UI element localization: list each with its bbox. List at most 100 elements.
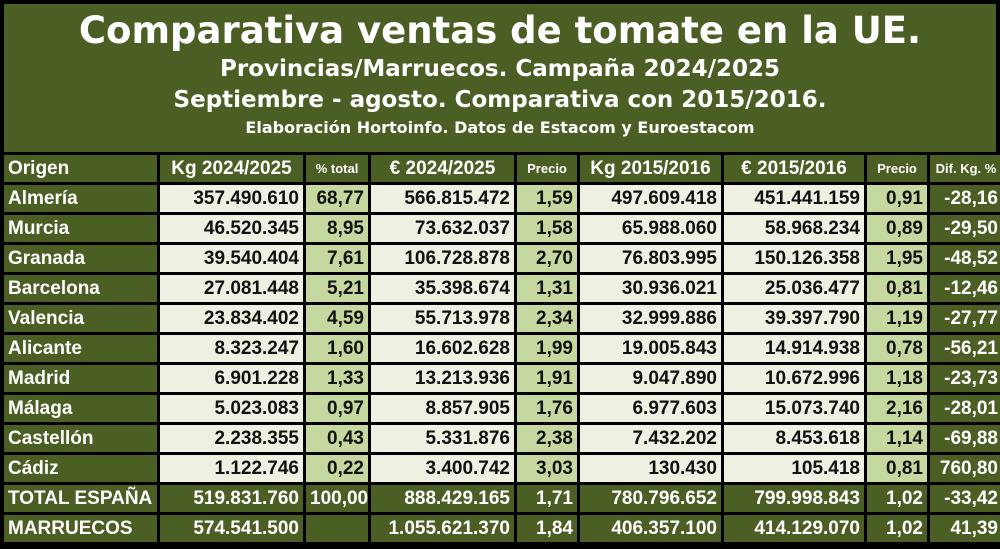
value-cell: 1,99: [517, 335, 577, 362]
column-header: % total: [306, 155, 368, 182]
table-row: Alicante 8.323.247 1,60 16.602.628 1,99 19.00…: [4, 335, 1000, 362]
value-cell: 0,81: [867, 275, 927, 302]
source-note: Elaboración Hortoinfo. Datos de Estacom …: [245, 118, 755, 137]
table-row: Granada 39.540.404 7,61 106.728.878 2,70 76.8…: [4, 245, 1000, 272]
column-header: Kg 2024/2025: [160, 155, 303, 182]
value-cell: 1,59: [517, 185, 577, 212]
value-cell: -48,52: [930, 245, 1000, 272]
value-cell: 760,80: [930, 455, 1000, 482]
value-cell: [306, 515, 368, 542]
value-cell: 1.122.746: [160, 455, 303, 482]
value-cell: -27,77: [930, 305, 1000, 332]
value-cell: -28,01: [930, 395, 1000, 422]
value-cell: 39.397.790: [724, 305, 864, 332]
origin-cell: Murcia: [4, 215, 157, 242]
origin-cell: Granada: [4, 245, 157, 272]
value-cell: 1,58: [517, 215, 577, 242]
origin-cell: Málaga: [4, 395, 157, 422]
column-header: Dif. Kg. %: [930, 155, 1000, 182]
value-cell: 130.430: [580, 455, 721, 482]
origin-cell: Castellón: [4, 425, 157, 452]
subtitle-period: Septiembre - agosto. Comparativa con 201…: [173, 87, 827, 113]
value-cell: 566.815.472: [371, 185, 514, 212]
value-cell: 5,21: [306, 275, 368, 302]
origin-cell: Almería: [4, 185, 157, 212]
value-cell: 46.520.345: [160, 215, 303, 242]
value-cell: 106.728.878: [371, 245, 514, 272]
value-cell: 5.331.876: [371, 425, 514, 452]
table-row: Cádiz 1.122.746 0,22 3.400.742 3,03 130.430 10…: [4, 455, 1000, 482]
value-cell: 0,43: [306, 425, 368, 452]
value-cell: 0,81: [867, 455, 927, 482]
value-cell: 73.632.037: [371, 215, 514, 242]
value-cell: 3,03: [517, 455, 577, 482]
value-cell: 58.968.234: [724, 215, 864, 242]
total-row: MARRUECOS 574.541.500 1.055.621.370 1,84 406…: [4, 515, 1000, 542]
column-header: Origen: [4, 155, 157, 182]
table-row: Madrid 6.901.228 1,33 13.213.936 1,91 9.047.8…: [4, 365, 1000, 392]
value-cell: 14.914.938: [724, 335, 864, 362]
value-cell: 32.999.886: [580, 305, 721, 332]
table-row: Castellón 2.238.355 0,43 5.331.876 2,38 7.432…: [4, 425, 1000, 452]
origin-cell: Alicante: [4, 335, 157, 362]
value-cell: 0,97: [306, 395, 368, 422]
value-cell: 8,95: [306, 215, 368, 242]
value-cell: 6.901.228: [160, 365, 303, 392]
value-cell: 780.796.652: [580, 485, 721, 512]
table-row: Almería 357.490.610 68,77 566.815.472 1,59 49…: [4, 185, 1000, 212]
value-cell: -69,88: [930, 425, 1000, 452]
origin-cell: TOTAL ESPAÑA: [4, 485, 157, 512]
value-cell: 519.831.760: [160, 485, 303, 512]
value-cell: 55.713.978: [371, 305, 514, 332]
value-cell: -23,73: [930, 365, 1000, 392]
value-cell: 13.213.936: [371, 365, 514, 392]
value-cell: -56,21: [930, 335, 1000, 362]
value-cell: 1,02: [867, 485, 927, 512]
value-cell: 19.005.843: [580, 335, 721, 362]
column-header: Precio: [517, 155, 577, 182]
value-cell: 0,22: [306, 455, 368, 482]
value-cell: 2,38: [517, 425, 577, 452]
value-cell: 16.602.628: [371, 335, 514, 362]
value-cell: 68,77: [306, 185, 368, 212]
value-cell: 414.129.070: [724, 515, 864, 542]
column-header: Kg 2015/2016: [580, 155, 721, 182]
value-cell: 574.541.500: [160, 515, 303, 542]
origin-cell: Barcelona: [4, 275, 157, 302]
value-cell: 41,39: [930, 515, 1000, 542]
origin-cell: MARRUECOS: [4, 515, 157, 542]
value-cell: -12,46: [930, 275, 1000, 302]
value-cell: 888.429.165: [371, 485, 514, 512]
value-cell: 4,59: [306, 305, 368, 332]
value-cell: 1,31: [517, 275, 577, 302]
value-cell: 2,70: [517, 245, 577, 272]
main-title: Comparativa ventas de tomate en la UE.: [78, 9, 922, 52]
value-cell: 5.023.083: [160, 395, 303, 422]
value-cell: 1,33: [306, 365, 368, 392]
value-cell: 1,02: [867, 515, 927, 542]
value-cell: 406.357.100: [580, 515, 721, 542]
value-cell: 25.036.477: [724, 275, 864, 302]
value-cell: 1,71: [517, 485, 577, 512]
value-cell: 10.672.996: [724, 365, 864, 392]
value-cell: 39.540.404: [160, 245, 303, 272]
value-cell: 100,00: [306, 485, 368, 512]
value-cell: 15.073.740: [724, 395, 864, 422]
value-cell: 8.453.618: [724, 425, 864, 452]
value-cell: 0,91: [867, 185, 927, 212]
column-header: € 2015/2016: [724, 155, 864, 182]
value-cell: 357.490.610: [160, 185, 303, 212]
value-cell: 1,60: [306, 335, 368, 362]
value-cell: -28,16: [930, 185, 1000, 212]
value-cell: 6.977.603: [580, 395, 721, 422]
value-cell: 2.238.355: [160, 425, 303, 452]
value-cell: 451.441.159: [724, 185, 864, 212]
header-row: Origen Kg 2024/2025% total € 2024/2025 Prec…: [4, 155, 1000, 182]
column-header: € 2024/2025: [371, 155, 514, 182]
origin-cell: Valencia: [4, 305, 157, 332]
value-cell: 1,95: [867, 245, 927, 272]
value-cell: 0,89: [867, 215, 927, 242]
value-cell: 1,14: [867, 425, 927, 452]
value-cell: -29,50: [930, 215, 1000, 242]
